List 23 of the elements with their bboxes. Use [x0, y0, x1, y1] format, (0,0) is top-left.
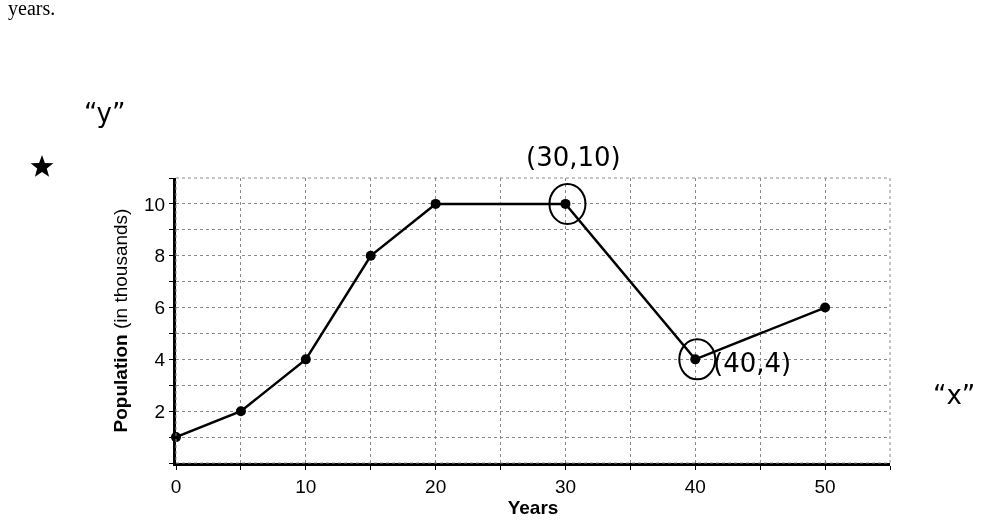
text: “y” — [84, 98, 126, 128]
text: years. — [8, 0, 56, 20]
x-tick-label: 20 — [425, 475, 447, 497]
x-tick-label: 10 — [295, 475, 317, 497]
annotation: (30,10) — [526, 142, 621, 172]
y-axis-title: Population (in thousands) — [109, 208, 131, 433]
x-axis-title: Years — [507, 496, 559, 518]
point — [430, 198, 441, 209]
text: “x” — [933, 380, 976, 410]
x-tick-label: 0 — [170, 475, 182, 497]
point — [235, 406, 246, 417]
point — [300, 354, 311, 365]
point — [820, 302, 831, 313]
annotation: (40,4) — [713, 348, 792, 378]
y-tick-label: 2 — [154, 400, 166, 422]
y-tick-label: 6 — [154, 297, 166, 319]
y-tick-label: 8 — [154, 245, 166, 267]
y-tick-label: 10 — [144, 193, 166, 215]
y-tick-label: 4 — [154, 349, 166, 371]
x-tick-label: 30 — [554, 475, 577, 497]
x-tick-label: 50 — [814, 475, 836, 497]
x-tick-label: 40 — [684, 475, 706, 497]
point — [365, 250, 376, 261]
